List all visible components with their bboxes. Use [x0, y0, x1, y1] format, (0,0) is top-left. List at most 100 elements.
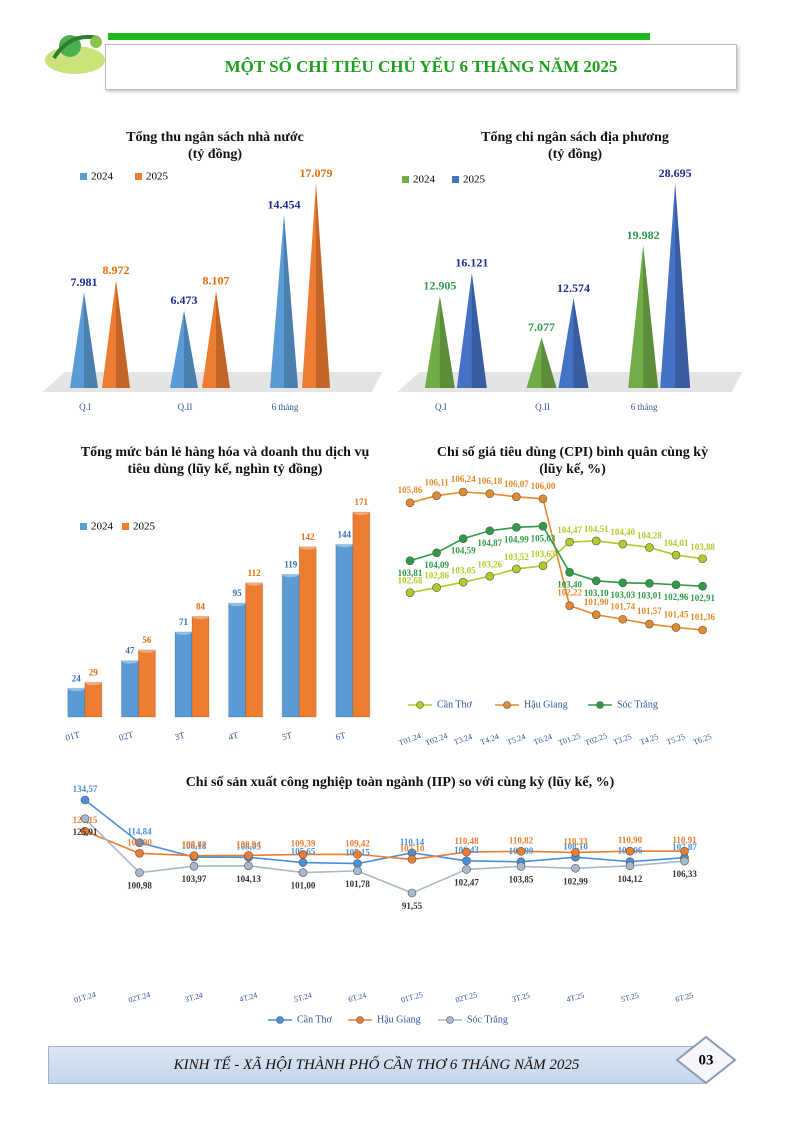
- x-tick-label: 02T: [118, 729, 135, 743]
- x-tick-label: 3T.24: [184, 991, 204, 1004]
- x-tick-label: T01.25: [557, 731, 582, 747]
- legend-label: 2024: [91, 521, 114, 533]
- value-label: 103,26: [477, 559, 502, 569]
- point: [512, 523, 521, 532]
- value-label: 110,33: [563, 836, 588, 846]
- value-label: 102,47: [454, 877, 479, 887]
- value-label: 102,22: [557, 588, 582, 598]
- value-label: 101,57: [637, 606, 662, 616]
- point: [189, 861, 199, 871]
- cone: [70, 292, 98, 388]
- point: [591, 610, 601, 620]
- legend-label: 2025: [146, 171, 169, 183]
- series-line: [409, 491, 703, 631]
- value-label: 91,55: [402, 901, 423, 911]
- x-tick-label: 6 tháng: [272, 402, 299, 412]
- point: [571, 848, 580, 857]
- value-label: 101,90: [584, 597, 609, 607]
- value-label: 105,03: [531, 533, 556, 543]
- point: [135, 868, 144, 877]
- header-box: MỘT SỐ CHỈ TIÊU CHỦ YẾU 6 THÁNG NĂM 2025: [105, 44, 737, 90]
- value-label: 101,00: [291, 881, 316, 891]
- point: [432, 583, 441, 592]
- point: [516, 847, 526, 856]
- cone: [628, 245, 659, 388]
- value-label: 107,10: [400, 843, 425, 853]
- value-label: 102,68: [398, 576, 423, 586]
- x-tick-label: Q.II: [178, 402, 193, 412]
- bar: [335, 543, 354, 718]
- value-label: 104,40: [610, 527, 635, 537]
- value-label: 16.121: [455, 256, 488, 270]
- value-label: 28.695: [659, 166, 692, 180]
- value-label: 12.574: [557, 281, 590, 295]
- chart-subtitle: (lũy kế, %): [539, 462, 606, 477]
- cone-shade: [316, 183, 330, 388]
- x-tick-label: Q.I: [79, 402, 91, 412]
- value-label: 110,91: [672, 835, 697, 845]
- value-label: 104,51: [584, 524, 609, 534]
- bar: [137, 649, 156, 718]
- value-label: 109,39: [291, 838, 316, 848]
- value-label: 103,81: [398, 568, 423, 578]
- bar: [84, 681, 103, 718]
- cone-shade: [643, 245, 659, 388]
- x-tick-label: T6.24: [532, 732, 553, 747]
- point: [405, 556, 415, 566]
- x-tick-label: T5.25: [665, 732, 686, 747]
- x-tick-label: T01.24: [397, 731, 422, 747]
- point: [538, 521, 548, 531]
- cone: [302, 183, 330, 388]
- legend-label: Sóc Trăng: [617, 699, 658, 710]
- point: [698, 625, 707, 635]
- bar-top: [192, 613, 209, 620]
- bar-top: [228, 600, 246, 607]
- value-label: 103,40: [557, 579, 582, 589]
- point: [485, 571, 495, 581]
- x-tick-label: 02T.25: [454, 990, 478, 1004]
- x-tick-label: Q.I: [435, 402, 447, 412]
- value-label: 106,00: [531, 481, 556, 491]
- point: [671, 623, 681, 632]
- point: [407, 888, 417, 898]
- x-tick-label: 4T: [227, 730, 240, 742]
- legend-label: 2025: [463, 174, 486, 186]
- point: [135, 849, 144, 858]
- value-label: 19.982: [627, 228, 660, 242]
- cone: [270, 214, 298, 388]
- point: [485, 526, 495, 536]
- cone-shade: [84, 292, 98, 388]
- point: [698, 554, 707, 564]
- point: [405, 588, 415, 597]
- point: [353, 866, 362, 876]
- point: [516, 862, 526, 871]
- value-label: 108,18: [182, 841, 207, 851]
- point: [80, 795, 90, 805]
- point: [405, 498, 415, 508]
- value-label: 56: [142, 635, 152, 645]
- cone-shade: [573, 298, 589, 388]
- x-tick-label: 5T.25: [620, 991, 640, 1004]
- point: [591, 576, 601, 586]
- legend-label: Hậu Giang: [524, 699, 568, 710]
- bar-top: [138, 646, 156, 653]
- value-label: 102,96: [664, 592, 689, 602]
- value-label: 104,59: [451, 546, 476, 556]
- value-label: 84: [196, 601, 206, 611]
- point: [244, 851, 253, 860]
- x-tick-label: 02T.24: [127, 990, 151, 1004]
- x-tick-label: 01T: [64, 729, 81, 743]
- cone: [102, 280, 130, 388]
- point: [618, 614, 628, 624]
- cone: [660, 183, 691, 388]
- x-tick-label: 3T: [174, 730, 187, 742]
- page-badge: 03: [675, 1035, 737, 1085]
- point: [680, 856, 689, 866]
- cone-shade: [439, 295, 455, 388]
- point: [135, 838, 144, 847]
- value-label: 104,99: [504, 534, 529, 544]
- value-label: 101,74: [610, 601, 635, 611]
- point: [485, 489, 495, 498]
- cone: [424, 295, 455, 388]
